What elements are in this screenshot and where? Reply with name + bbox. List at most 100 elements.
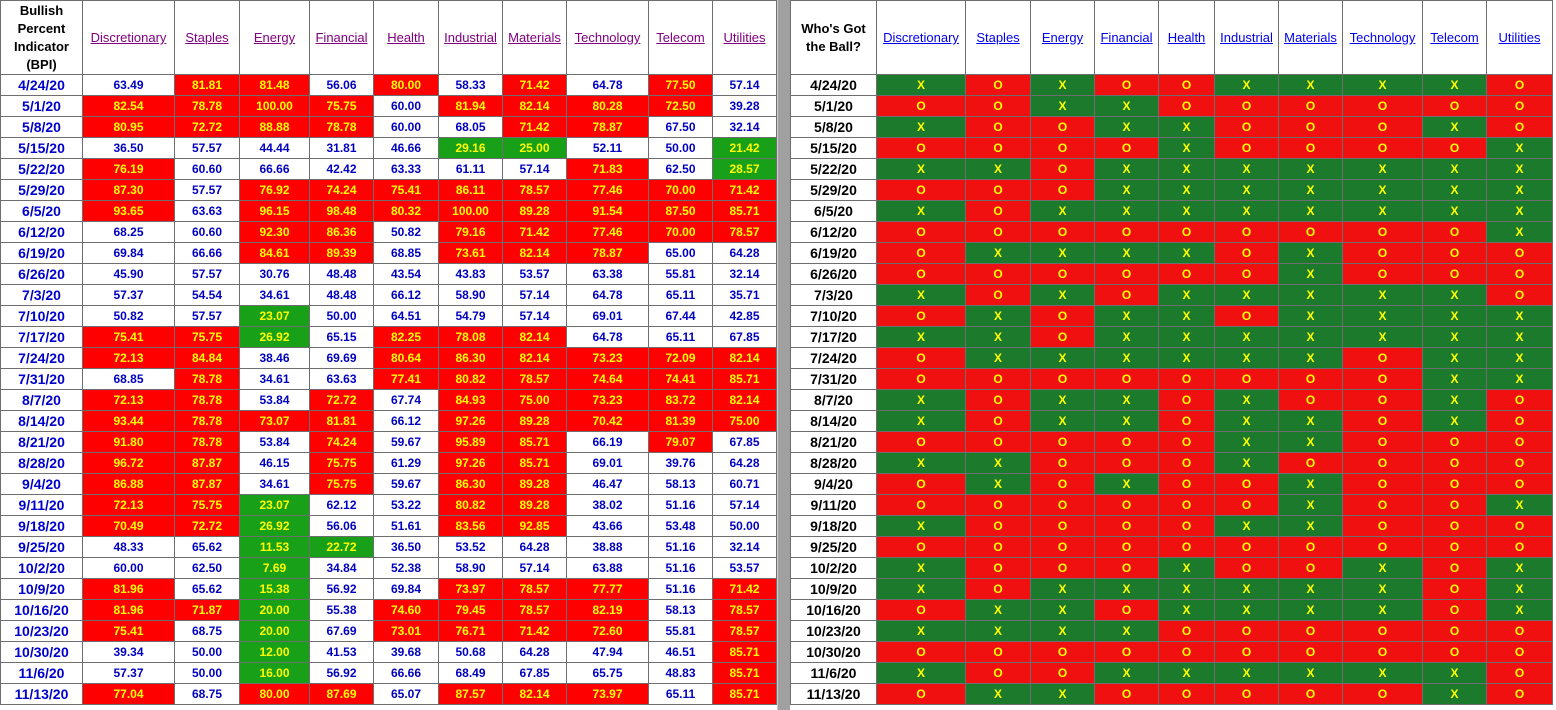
value-cell: 77.46 (566, 221, 649, 243)
value-cell: O (965, 515, 1031, 537)
value-cell: 50.82 (82, 305, 175, 327)
header-link[interactable]: Discretionary (90, 30, 167, 45)
value-cell: 55.38 (309, 599, 374, 621)
date-cell: 9/18/20 (0, 515, 83, 537)
value-cell: O (1422, 137, 1487, 159)
header-link[interactable]: Telecom (656, 30, 705, 45)
header-link[interactable]: Materials (508, 30, 561, 45)
header-link[interactable]: Staples (185, 30, 229, 45)
header-link[interactable]: Health (1167, 30, 1206, 45)
value-cell: X (1342, 284, 1423, 306)
value-cell: 84.84 (174, 347, 240, 369)
value-cell: 78.78 (174, 389, 240, 411)
header-link[interactable]: Energy (1041, 30, 1084, 45)
value-cell: O (1422, 452, 1487, 474)
value-cell: X (1278, 179, 1343, 201)
value-cell: 38.88 (566, 536, 649, 558)
value-cell: 39.34 (82, 641, 175, 663)
header-link[interactable]: Energy (253, 30, 296, 45)
value-cell: 86.11 (438, 179, 503, 201)
value-cell: 64.78 (566, 326, 649, 348)
value-cell: 20.00 (239, 599, 310, 621)
date-cell: 10/16/20 (0, 599, 83, 621)
value-cell: O (1214, 116, 1279, 138)
value-cell: 23.07 (239, 494, 310, 516)
value-cell: O (1214, 368, 1279, 390)
value-cell: 63.33 (373, 158, 439, 180)
date-cell: 5/22/20 (790, 158, 877, 180)
header-link[interactable]: Utilities (723, 30, 766, 45)
column-header: Financial (1094, 0, 1159, 75)
value-cell: 98.48 (309, 200, 374, 222)
value-cell: 77.04 (82, 683, 175, 705)
data-row: 9/4/20 86.88 87.87 34.61 75.75 59.67 86.30 89.2… (0, 473, 777, 495)
date-cell: 7/17/20 (0, 326, 83, 348)
value-cell: 96.15 (239, 200, 310, 222)
value-cell: 72.72 (174, 116, 240, 138)
header-link[interactable]: Discretionary (883, 30, 959, 45)
date-cell: 10/30/20 (0, 641, 83, 663)
value-cell: O (1278, 641, 1343, 663)
value-cell: X (965, 452, 1031, 474)
value-cell: 78.78 (174, 410, 240, 432)
value-cell: 75.75 (174, 494, 240, 516)
value-cell: 79.16 (438, 221, 503, 243)
header-link[interactable]: Industrial (1220, 30, 1273, 45)
data-row: 11/6/20 X O O X X X X X X O (790, 662, 1553, 684)
value-cell: 92.85 (502, 515, 567, 537)
value-cell: 54.54 (174, 284, 240, 306)
header-link[interactable]: Utilities (1498, 30, 1541, 45)
value-cell: 73.97 (438, 578, 503, 600)
value-cell: 69.84 (82, 242, 175, 264)
header-link[interactable]: Technology (574, 30, 641, 45)
date-cell: 6/26/20 (0, 263, 83, 285)
header-link[interactable]: Health (387, 30, 425, 45)
header-link[interactable]: Financial (1100, 30, 1153, 45)
value-cell: O (1486, 452, 1553, 474)
header-link[interactable]: Telecom (1430, 30, 1479, 45)
header-link[interactable]: Staples (976, 30, 1020, 45)
data-row: 8/21/20 91.80 78.78 53.84 74.24 59.67 95.89 85.… (0, 431, 777, 453)
value-cell: O (1214, 137, 1279, 159)
value-cell: O (1214, 221, 1279, 243)
value-cell: O (1486, 242, 1553, 264)
value-cell: O (1094, 221, 1159, 243)
value-cell: 53.52 (438, 536, 503, 558)
value-cell: 11.53 (239, 536, 310, 558)
value-cell: 50.00 (309, 305, 374, 327)
value-cell: 50.82 (373, 221, 439, 243)
value-cell: 50.00 (174, 641, 240, 663)
header-link[interactable]: Materials (1284, 30, 1337, 45)
value-cell: X (876, 74, 966, 96)
column-header: Discretionary (82, 0, 175, 75)
value-cell: X (1030, 74, 1095, 96)
date-cell: 10/16/20 (790, 599, 877, 621)
value-cell: 62.12 (309, 494, 374, 516)
value-cell: 78.78 (174, 431, 240, 453)
value-cell: O (1278, 620, 1343, 642)
value-cell: X (876, 326, 966, 348)
header-row: Bullish Percent Indicator (BPI) Discretio… (0, 0, 777, 75)
data-row: 5/8/20 80.95 72.72 88.88 78.78 60.00 68.05 71.4… (0, 116, 777, 138)
value-cell: X (1030, 683, 1095, 705)
value-cell: O (1158, 515, 1215, 537)
header-link[interactable]: Financial (315, 30, 368, 45)
header-link[interactable]: Technology (1349, 30, 1416, 45)
value-cell: X (1214, 431, 1279, 453)
value-cell: O (1158, 368, 1215, 390)
value-cell: 72.09 (648, 347, 713, 369)
value-cell: 78.57 (712, 599, 777, 621)
data-row: 8/28/20 X X O O O X O O O O (790, 452, 1553, 474)
value-cell: 58.13 (648, 473, 713, 495)
value-cell: 66.19 (566, 431, 649, 453)
data-row: 10/30/20 O O O O O O O O O O (790, 641, 1553, 663)
value-cell: 73.23 (566, 347, 649, 369)
header-link[interactable]: Industrial (444, 30, 497, 45)
value-cell: 78.78 (174, 368, 240, 390)
value-cell: 53.48 (648, 515, 713, 537)
value-cell: 56.92 (309, 662, 374, 684)
value-cell: X (1278, 347, 1343, 369)
data-row: 10/16/20 O X X O X X X X O X (790, 599, 1553, 621)
date-cell: 9/11/20 (0, 494, 83, 516)
value-cell: 87.87 (174, 473, 240, 495)
